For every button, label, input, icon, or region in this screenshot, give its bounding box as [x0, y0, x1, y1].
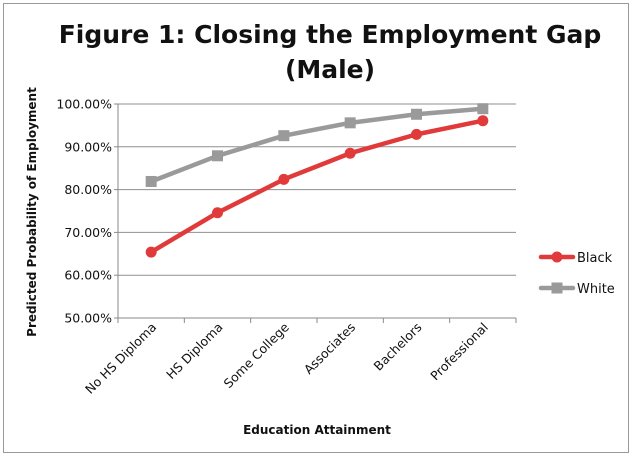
x-axis-label: Education Attainment	[243, 423, 391, 437]
legend-marker-white	[551, 282, 563, 294]
x-tick-label: Associates	[301, 320, 359, 378]
x-tick-label: Bachelors	[371, 320, 425, 374]
chart-frame	[3, 3, 629, 453]
y-tick-label: 50.00%	[64, 311, 112, 326]
data-point-black	[411, 128, 422, 140]
y-axis-ticks: 50.00% 60.00% 70.00% 80.00% 90.00% 100.00%	[56, 97, 112, 326]
data-point-black	[278, 173, 290, 185]
y-tick-label: 90.00%	[64, 139, 112, 154]
legend-label-black: Black	[577, 251, 613, 266]
x-tick-label: No HS Diploma	[82, 320, 159, 397]
chart-title-line1: Figure 1: Closing the Employment Gap	[59, 20, 602, 49]
data-point-white	[411, 108, 422, 120]
y-tick-label: 80.00%	[64, 182, 112, 197]
legend-label-white: White	[577, 282, 615, 297]
data-point-white	[145, 175, 157, 187]
series-lines	[145, 103, 489, 258]
data-point-black	[145, 246, 157, 258]
data-point-white	[344, 117, 356, 129]
data-point-white	[477, 103, 489, 115]
x-tick-label: HS Diploma	[163, 320, 225, 382]
y-tick-label: 100.00%	[56, 97, 112, 112]
y-axis-label: Predicted Probability of Employment	[25, 87, 39, 337]
legend: Black White	[538, 251, 615, 297]
x-tick-label: Some College	[220, 319, 292, 391]
x-tick-label: Professional	[427, 320, 491, 384]
series-line-white	[148, 106, 486, 184]
chart-title-line2: (Male)	[285, 55, 375, 84]
data-point-black	[344, 147, 356, 159]
y-tick-label: 60.00%	[64, 268, 112, 283]
series-line-black	[148, 118, 486, 255]
data-point-black	[212, 207, 223, 219]
legend-marker-black	[551, 251, 563, 263]
gridlines	[114, 103, 517, 323]
data-point-white	[212, 150, 223, 162]
data-point-white	[278, 130, 290, 142]
data-point-black	[477, 115, 489, 127]
y-tick-label: 70.00%	[64, 225, 112, 240]
